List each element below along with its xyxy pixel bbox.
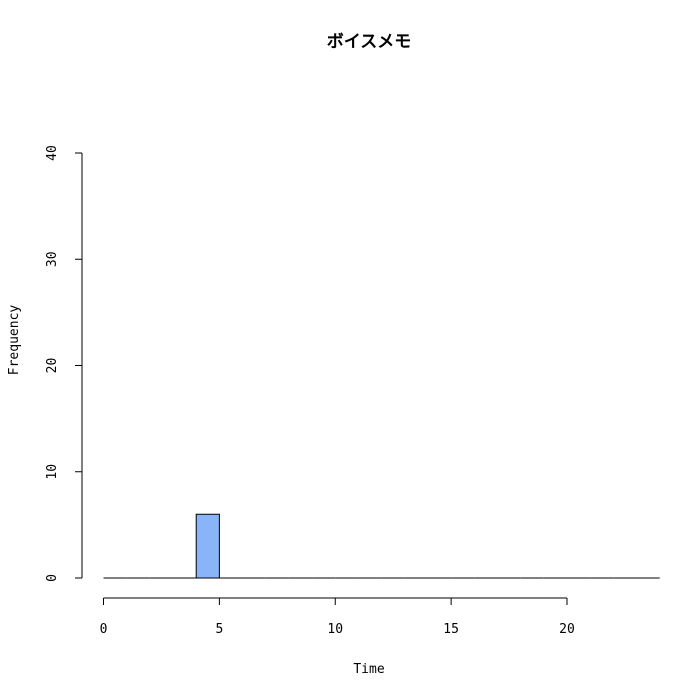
chart-title: ボイスメモ: [327, 32, 412, 52]
x-tick-label: 20: [559, 622, 575, 637]
y-axis: 0 10 20 30 40: [45, 145, 83, 582]
x-axis: 0 5 10 15 20: [100, 597, 575, 637]
y-tick-label: 10: [45, 464, 60, 480]
x-axis-label: Time: [353, 662, 384, 677]
bars-group: [103, 513, 660, 579]
x-tick-label: 0: [100, 622, 108, 637]
y-tick-label: 0: [45, 574, 60, 582]
histogram-bar: [195, 513, 220, 579]
x-tick-label: 15: [443, 622, 459, 637]
x-tick-label: 5: [215, 622, 223, 637]
y-axis-label: Frequency: [7, 305, 22, 376]
y-tick-label: 30: [45, 251, 60, 267]
y-tick-label: 40: [45, 145, 60, 161]
x-tick-label: 10: [327, 622, 343, 637]
y-tick-label: 20: [45, 358, 60, 374]
